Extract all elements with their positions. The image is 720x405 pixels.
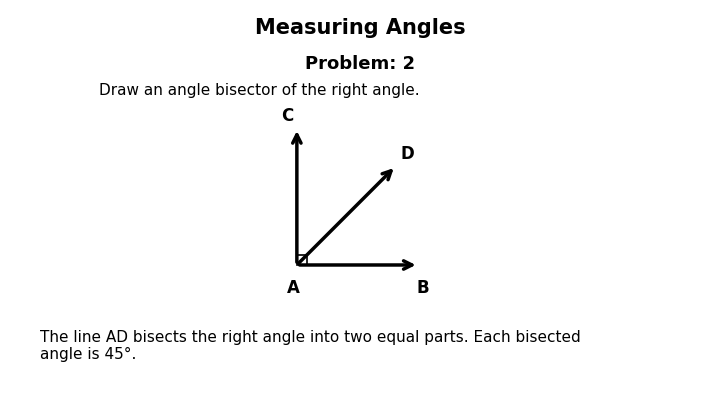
Text: Measuring Angles: Measuring Angles — [255, 18, 465, 38]
Text: Draw an angle bisector of the right angle.: Draw an angle bisector of the right angl… — [99, 83, 420, 98]
Bar — [297, 255, 307, 265]
Text: C: C — [282, 107, 294, 125]
Text: D: D — [400, 145, 414, 163]
Text: B: B — [416, 279, 428, 297]
Text: The line AD bisects the right angle into two equal parts. Each bisected
angle is: The line AD bisects the right angle into… — [40, 330, 580, 362]
Text: A: A — [287, 279, 300, 297]
Text: Problem: 2: Problem: 2 — [305, 55, 415, 72]
